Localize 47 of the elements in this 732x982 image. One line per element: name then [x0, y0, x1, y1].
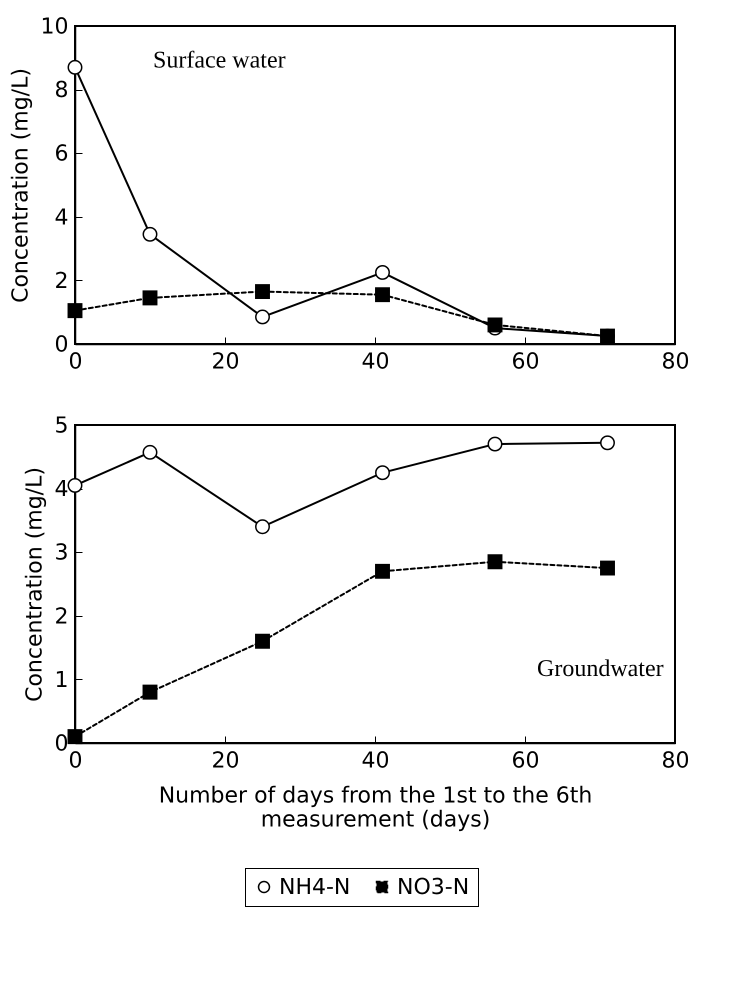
point	[142, 226, 158, 242]
point	[488, 554, 502, 570]
point	[375, 564, 390, 579]
point	[488, 436, 502, 452]
x-tick-label: 40	[362, 350, 390, 374]
y-tick-label: 8	[54, 78, 68, 104]
x-tick-label: 80	[662, 350, 690, 374]
point	[142, 290, 158, 306]
y-tick-label: 3	[54, 540, 68, 566]
y-tick-label: 10	[40, 14, 68, 40]
y-tick-label: 5	[54, 414, 68, 438]
x-tick-label: 60	[512, 350, 540, 374]
x-tick-label: 40	[362, 748, 390, 774]
x-tick-label: 80	[662, 748, 690, 774]
y-tick-label: 6	[54, 142, 68, 167]
point	[600, 435, 615, 450]
annotation: Groundwater	[537, 656, 664, 682]
point	[255, 310, 270, 324]
x-tick-label: 20	[212, 748, 240, 774]
point	[255, 634, 270, 649]
point	[255, 284, 270, 299]
y-axis-title: Concentration (mg/L)	[8, 68, 34, 303]
point	[142, 444, 158, 460]
legend-label: NH4-N	[279, 875, 350, 900]
y-tick-label: 1	[54, 668, 68, 693]
y-axis-title: Concentration (mg/L)	[22, 467, 48, 702]
point	[600, 560, 615, 576]
point	[68, 303, 82, 318]
point	[255, 519, 270, 534]
point	[68, 729, 82, 744]
x-tick-label: 20	[212, 350, 240, 374]
legend-label: NO3-N	[397, 875, 470, 900]
y-tick-label: 2	[54, 604, 68, 630]
y-tick-label: 4	[54, 477, 68, 502]
point	[68, 478, 82, 493]
annotation: Surface water	[153, 47, 286, 74]
point	[375, 265, 390, 280]
y-tick-label: 2	[54, 268, 68, 294]
y-tick-label: 4	[54, 205, 68, 230]
y-tick-label: 0	[54, 332, 68, 358]
point	[375, 287, 390, 302]
point	[68, 60, 82, 75]
y-tick-label: 0	[54, 732, 68, 756]
x-tick-label: 60	[512, 748, 540, 774]
x-axis-title: Number of days from the 1st to the 6th measurement (days)	[158, 784, 592, 832]
point	[142, 684, 158, 700]
point	[375, 465, 390, 480]
